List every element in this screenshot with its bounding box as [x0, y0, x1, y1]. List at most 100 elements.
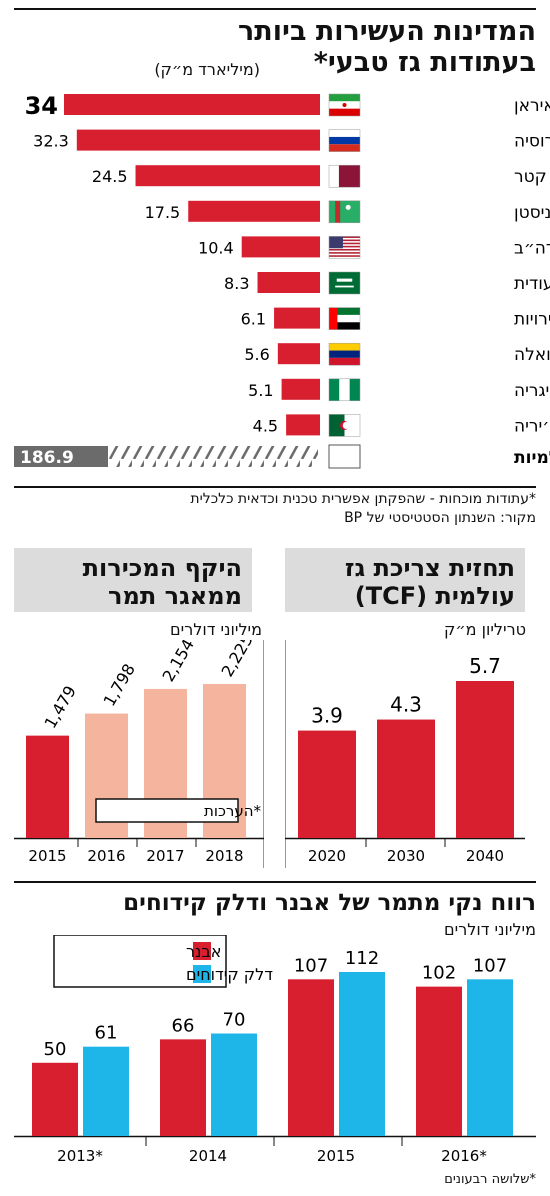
reserves-row: 4.5 אלג׳יריה [253, 414, 550, 437]
consumption-bars: 3.9 2020 4.3 2030 5.7 2040 [298, 654, 514, 865]
consumption-title: תחזית צריכת גז עולמית (TCF) [285, 548, 525, 612]
usa-flag-icon [328, 236, 361, 259]
profit-bar [288, 979, 334, 1136]
profit-bar [416, 986, 462, 1136]
saudi-arabia-flag-icon [328, 271, 361, 295]
reserves-value-label: 4.5 [253, 416, 278, 435]
reserves-value-label: 5.6 [244, 345, 269, 364]
world-reserves-label: עתודות עולמיות [514, 448, 550, 468]
world-reserves-bar [14, 446, 104, 467]
world-reserves-swatch [328, 444, 361, 469]
reserves-bottom-rule [14, 486, 536, 488]
turkmenistan-flag-icon [328, 200, 361, 224]
category-label: 2020 [308, 847, 346, 865]
profit-bar [339, 972, 385, 1136]
category-label: 2016 [87, 847, 125, 865]
profit-unit: מיליוני דולרים [444, 920, 536, 939]
legend-label-avner: אבנר [186, 942, 221, 961]
sales-unit: מיליוני דולרים [170, 620, 262, 639]
profit-value-label: 107 [294, 955, 328, 976]
qatar-flag-icon [328, 164, 361, 188]
consumption-chart: 3.9 2020 4.3 2030 5.7 2040 [285, 640, 525, 868]
reserves-country-label: רוסיה [514, 132, 550, 152]
profit-legend: אבנר דלק קידוחים [53, 935, 273, 988]
profit-value-label: 66 [172, 1015, 195, 1036]
reserves-row: 34 איראן [25, 92, 550, 120]
page-title: המדינות העשירות ביותר בעתודות גז טבעי* [238, 16, 536, 78]
estimates-legend-box [95, 798, 239, 823]
reserves-country-label: איחוד האמירויות [514, 310, 550, 330]
reserves-bar [286, 414, 320, 436]
profit-bar [467, 979, 513, 1136]
reserves-row: 32.3 רוסיה [33, 129, 550, 152]
reserves-unit: (מיליארד מ״ק) [154, 60, 260, 79]
consumption-title-line-2: עולמית (TCF) [354, 582, 515, 610]
bar [377, 719, 435, 838]
reserves-value-label: 8.3 [224, 274, 249, 293]
reserves-bar [76, 129, 320, 151]
reserves-bar [257, 272, 320, 293]
bar-value-label: 1,798 [100, 660, 139, 709]
reserves-bar [64, 94, 320, 115]
reserves-row: 24.5 קטר [92, 164, 547, 188]
reserves-bar [281, 378, 320, 400]
profit-bars: 50 61 2013* 66 70 2014 107 112 2015 102 107 2016* [32, 948, 513, 1165]
algeria-flag-icon [328, 414, 361, 437]
reserves-country-label: איראן [514, 96, 550, 116]
profit-category-label: 2015 [317, 1147, 355, 1165]
reserves-value-label: 34 [25, 92, 58, 120]
profit-bar [83, 1046, 129, 1136]
reserves-row: 5.6 ונצואלה [244, 342, 550, 366]
profit-bar [211, 1033, 257, 1136]
title-line-2: בעתודות גז טבעי* [313, 47, 536, 78]
reserves-bar [241, 236, 320, 258]
reserves-bar [274, 307, 320, 329]
consumption-title-line-1: תחזית צריכת גז [344, 554, 515, 582]
bar [456, 681, 514, 838]
venezuela-flag-icon [328, 342, 361, 366]
reserves-country-label: ארה״ב [514, 238, 550, 258]
world-reserves-value: 186.9 [20, 448, 74, 468]
reserves-bar [188, 200, 320, 222]
sales-title-line-2: ממאגר תמר [108, 582, 242, 610]
category-label: 2018 [205, 847, 243, 865]
profit-category-label: 2014 [189, 1147, 227, 1165]
legend-swatch-avner [193, 942, 211, 960]
legend-swatch-delek [193, 965, 211, 983]
title-line-1: המדינות העשירות ביותר [238, 16, 536, 47]
reserves-rows: 34 איראן 32.3 רוסיה 24.5 קטר 17.5 טורקמניסטן 10.… [25, 92, 550, 437]
russia-flag-icon [328, 129, 361, 152]
profit-bar [32, 1062, 78, 1136]
reserves-row: 5.1 ניגריה [248, 378, 550, 402]
profit-value-label: 70 [223, 1010, 246, 1031]
reserves-country-label: ניגריה [514, 381, 550, 401]
reserves-country-label: ערב הסעודית [514, 274, 550, 294]
profit-value-label: 102 [422, 963, 456, 984]
reserves-row: 17.5 טורקמניסטן [145, 200, 550, 224]
bar-value-label: 5.7 [469, 654, 501, 678]
profit-chart: 50 61 2013* 66 70 2014 107 112 2015 102 107 2016* א… [14, 935, 536, 1165]
reserves-value-label: 5.1 [248, 381, 273, 400]
footnote-proven: *עתודות מוכחות - שהפקתן אפשרית טכנית וכד… [190, 491, 536, 507]
bar-value-label: 3.9 [311, 704, 343, 728]
bar [298, 730, 356, 838]
reserves-country-label: אלג׳יריה [514, 416, 550, 436]
reserves-row: 6.1 איחוד האמירויות [241, 307, 550, 330]
bar-value-label: 2,225 [218, 640, 257, 680]
reserves-value-label: 10.4 [198, 238, 234, 257]
consumption-unit: טריליון מ״ק [444, 620, 526, 639]
iran-flag-icon [328, 93, 361, 117]
profit-category-label: 2013* [57, 1147, 103, 1165]
profit-top-rule [14, 881, 536, 883]
world-reserves-row: 186.9 עתודות עולמיות [14, 444, 550, 469]
legend-label-delek: דלק קידוחים [186, 965, 273, 984]
category-label: 2040 [466, 847, 504, 865]
bar-value-label: 2,154 [159, 640, 198, 685]
bar-value-label: 1,479 [41, 682, 80, 731]
reserves-country-label: ונצואלה [514, 345, 550, 365]
estimates-legend-label: *הערכות [204, 802, 262, 820]
reserves-value-label: 24.5 [92, 167, 128, 186]
profit-footnote: *שלושה רבעונים [444, 1172, 536, 1187]
category-label: 2015 [28, 847, 66, 865]
nigeria-flag-icon [328, 378, 361, 402]
